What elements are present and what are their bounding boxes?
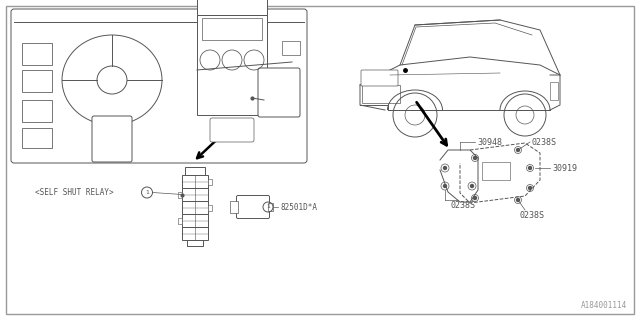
Polygon shape (460, 143, 540, 203)
Text: 30948: 30948 (477, 138, 502, 147)
Bar (182, 227, 208, 240)
Bar (22, 70, 52, 92)
Circle shape (529, 187, 531, 189)
Bar (22, 128, 52, 148)
Bar (182, 201, 208, 214)
Bar (550, 82, 558, 100)
Text: 1: 1 (145, 190, 149, 195)
Polygon shape (440, 150, 478, 202)
Bar (362, 85, 400, 103)
Circle shape (444, 185, 447, 188)
Bar (482, 162, 510, 180)
Text: 0238S: 0238S (532, 138, 557, 147)
FancyBboxPatch shape (258, 68, 300, 117)
FancyBboxPatch shape (237, 196, 269, 219)
Bar (182, 175, 208, 188)
Bar (268, 203, 273, 211)
Circle shape (470, 185, 474, 188)
FancyBboxPatch shape (11, 9, 307, 163)
Circle shape (444, 166, 447, 170)
Bar (197, 15, 267, 115)
Circle shape (516, 198, 520, 202)
Bar (208, 205, 212, 211)
Text: 0238S: 0238S (450, 202, 475, 211)
Bar (197, 0, 267, 15)
Bar (230, 201, 238, 213)
Bar (282, 41, 300, 55)
Bar (185, 167, 205, 175)
FancyBboxPatch shape (361, 70, 398, 86)
Bar (178, 192, 182, 198)
Bar (178, 218, 182, 224)
Bar (182, 214, 208, 227)
Text: <SELF SHUT RELAY>: <SELF SHUT RELAY> (35, 188, 114, 197)
Text: 30919: 30919 (552, 164, 577, 172)
Circle shape (516, 148, 520, 151)
Circle shape (529, 166, 531, 170)
Text: A184001114: A184001114 (580, 301, 627, 310)
Circle shape (474, 196, 477, 199)
Bar (182, 188, 208, 201)
Bar (22, 43, 52, 65)
Text: 82501D*A: 82501D*A (280, 203, 317, 212)
Text: 0238S: 0238S (520, 212, 545, 220)
Bar (189, 175, 201, 179)
Bar (208, 179, 212, 185)
FancyBboxPatch shape (210, 118, 254, 142)
Text: 1: 1 (266, 204, 270, 210)
Bar (202, 18, 262, 40)
Bar (22, 100, 52, 122)
FancyBboxPatch shape (92, 116, 132, 162)
Bar (187, 240, 203, 246)
Circle shape (474, 156, 477, 159)
